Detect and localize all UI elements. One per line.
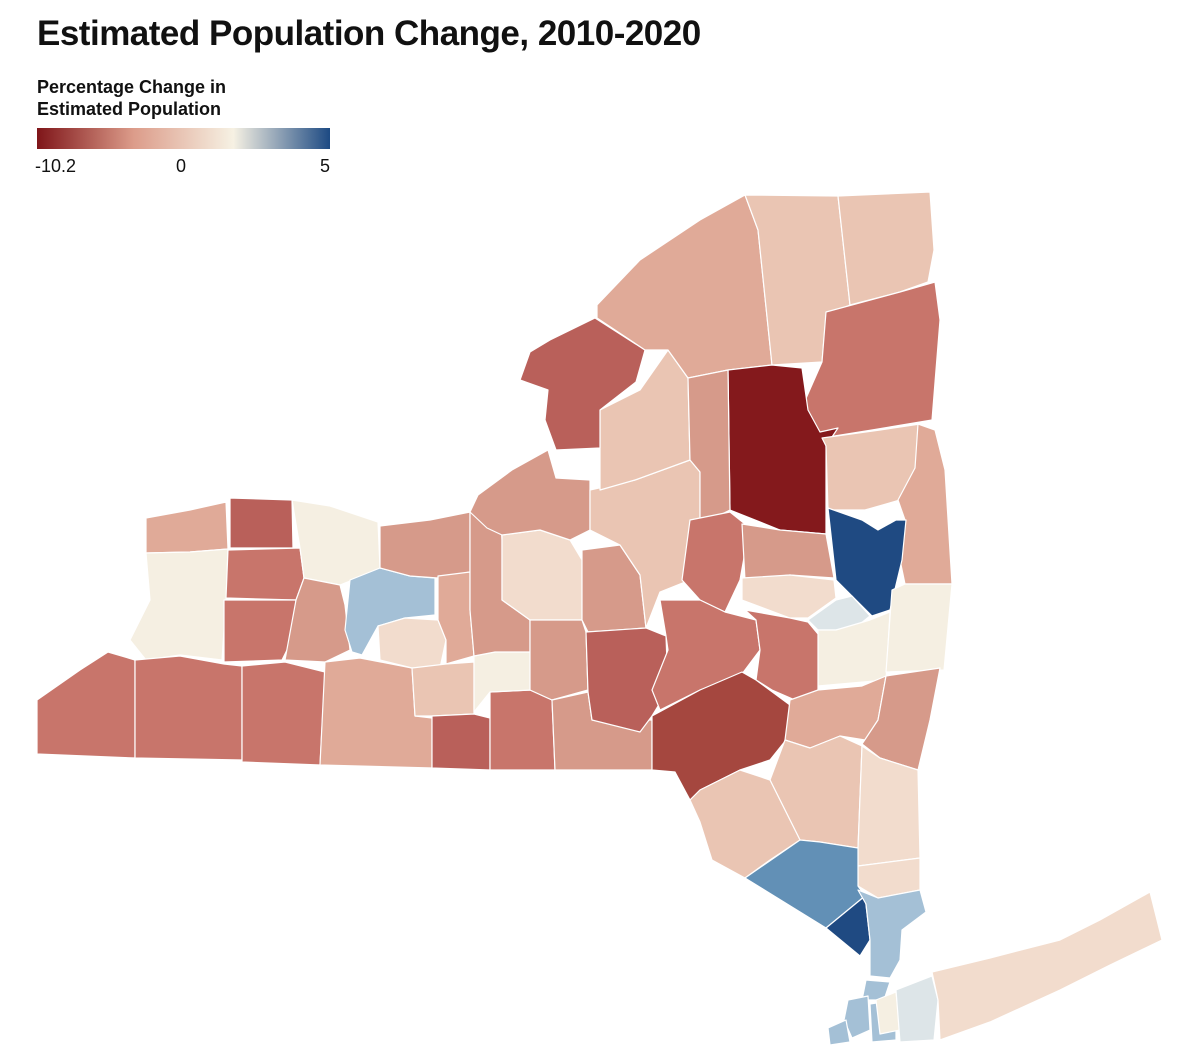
- county-region[interactable]: [229, 497, 294, 549]
- map-title: Estimated Population Change, 2010-2020: [37, 14, 701, 53]
- county-region[interactable]: [529, 619, 589, 701]
- county-region[interactable]: [843, 995, 871, 1039]
- county-region[interactable]: [651, 671, 791, 801]
- county-region[interactable]: [129, 548, 229, 661]
- county-region[interactable]: [799, 281, 941, 439]
- legend-color-bar: [37, 128, 330, 149]
- county-region[interactable]: [885, 583, 953, 673]
- county-region[interactable]: [379, 511, 471, 579]
- county-region[interactable]: [895, 975, 939, 1043]
- county-region[interactable]: [134, 655, 243, 761]
- county-region[interactable]: [241, 661, 326, 766]
- county-region[interactable]: [489, 689, 556, 771]
- county-region[interactable]: [411, 661, 475, 717]
- county-region[interactable]: [827, 507, 907, 617]
- county-region[interactable]: [377, 617, 447, 669]
- legend-mid-label: 0: [176, 156, 187, 176]
- legend-min-label: -10.2: [35, 156, 77, 176]
- legend-max-label: 5: [320, 156, 331, 176]
- legend-title: Percentage Change in Estimated Populatio…: [37, 77, 227, 119]
- county-region[interactable]: [319, 657, 433, 769]
- county-region[interactable]: [291, 499, 381, 586]
- county-region[interactable]: [931, 891, 1163, 1041]
- county-region[interactable]: [145, 501, 229, 554]
- county-region[interactable]: [284, 577, 351, 663]
- county-region[interactable]: [431, 713, 491, 771]
- county-region[interactable]: [223, 599, 297, 663]
- county-region[interactable]: [741, 574, 837, 619]
- legend-ticks: -10.2 0 5: [35, 154, 331, 176]
- county-region[interactable]: [827, 1019, 851, 1046]
- county-region[interactable]: [857, 889, 927, 979]
- county-region[interactable]: [897, 423, 953, 585]
- county-region[interactable]: [727, 364, 839, 535]
- county-region[interactable]: [469, 449, 591, 541]
- county-region[interactable]: [225, 547, 305, 601]
- county-region[interactable]: [519, 317, 646, 451]
- color-legend: Percentage Change in Estimated Populatio…: [35, 76, 337, 176]
- county-region[interactable]: [36, 651, 136, 759]
- county-region[interactable]: [501, 529, 583, 621]
- county-region[interactable]: [681, 511, 751, 613]
